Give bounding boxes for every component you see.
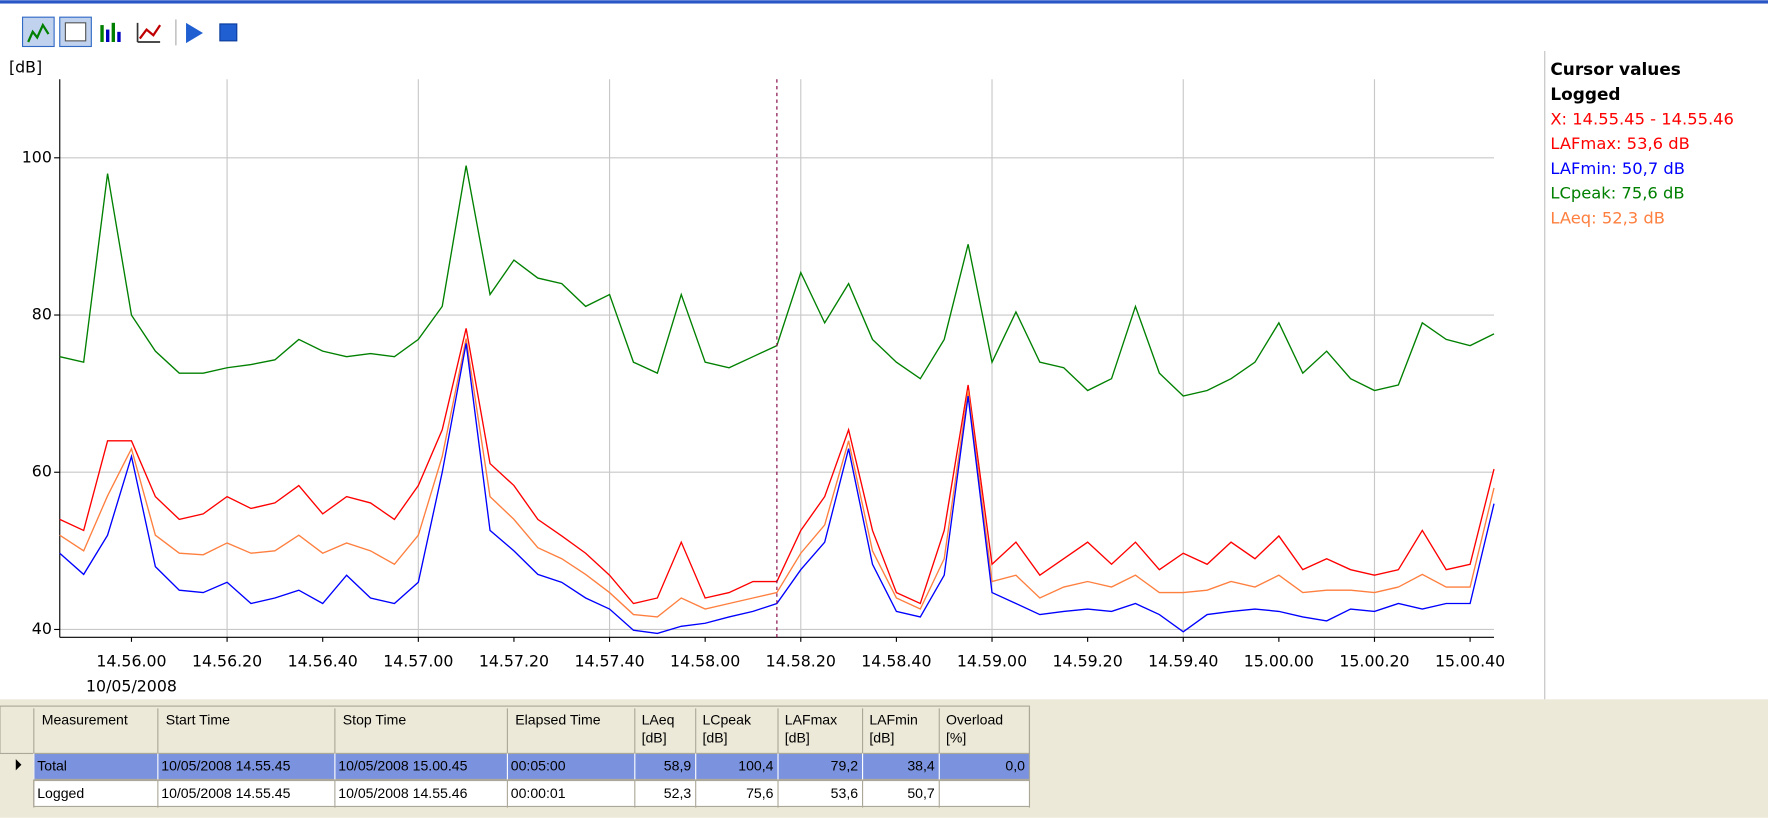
x-tick-label: 14.58.00 [670, 652, 740, 671]
tool-button[interactable] [21, 16, 55, 48]
column-header: Measurement [42, 711, 128, 727]
table-cell: 0,0 [1005, 758, 1025, 774]
column-header: LAFmax [785, 711, 837, 727]
y-tick-label: 40 [32, 619, 52, 638]
table-cell: 10/05/2008 15.00.45 [338, 758, 467, 774]
table-cell: 00:05:00 [511, 758, 566, 774]
column-unit: [dB] [642, 730, 667, 746]
data-table: Measurement Start Time Stop Time Elapsed Ti… [0, 699, 1768, 818]
toolbar [0, 3, 1768, 49]
plot: [dB] 40 60 80 100 14.56.00 14.56.20 14.56.40 14… [9, 57, 1505, 695]
column-header: LAeq [642, 711, 675, 727]
y-axis-label: [dB] [9, 57, 42, 76]
x-tick-label: 14.58.40 [861, 652, 931, 671]
table-cell: Logged [37, 785, 84, 801]
column-header: Stop Time [343, 711, 407, 727]
x-tick-label: 14.59.40 [1148, 652, 1218, 671]
x-tick-label: 14.57.00 [383, 652, 453, 671]
x-tick-label: 14.56.20 [192, 652, 262, 671]
table-cell: 53,6 [831, 785, 859, 801]
table-cell: 58,9 [664, 758, 692, 774]
table-cell: 75,6 [746, 785, 774, 801]
y-tick-label: 100 [22, 147, 52, 166]
cursor-value: X: 14.55.45 - 14.55.46 [1550, 109, 1734, 128]
table-cell: 79,2 [831, 758, 859, 774]
window-border [0, 0, 1768, 4]
tool-button[interactable] [136, 22, 162, 43]
column-header: LAFmin [869, 711, 918, 727]
header-row [0, 705, 1031, 755]
x-tick-label: 14.59.20 [1053, 652, 1123, 671]
row-selector [15, 759, 22, 771]
table-cell: 38,4 [907, 758, 935, 774]
icon [27, 22, 50, 43]
table-cell: Total [37, 758, 67, 774]
x-tick-label: 15.00.00 [1244, 652, 1314, 671]
cursor-value: LAFmax: 53,6 dB [1550, 134, 1689, 153]
table-cell: 10/05/2008 14.55.45 [161, 785, 290, 801]
x-tick-label: 14.56.40 [288, 652, 358, 671]
x-tick-label: 14.59.00 [957, 652, 1027, 671]
icon [64, 22, 87, 42]
panel-subtitle: Logged [1550, 84, 1620, 104]
table-cell: 50,7 [907, 785, 935, 801]
column-header: Start Time [166, 711, 230, 727]
table-cell: 00:00:01 [511, 785, 566, 801]
x-tick-label: 15.00.40 [1435, 652, 1505, 671]
y-tick-label: 60 [32, 462, 52, 481]
cursor-value: LAFmin: 50,7 dB [1550, 159, 1685, 178]
column-header: LCpeak [702, 711, 751, 727]
table-row [33, 779, 1031, 808]
panel-title: Cursor values [1550, 59, 1680, 79]
cursor-value: LAeq: 52,3 dB [1550, 209, 1665, 228]
stop-button[interactable] [219, 23, 238, 42]
cursor-value: LCpeak: 75,6 dB [1550, 184, 1684, 203]
column-header: Overload [946, 711, 1003, 727]
x-tick-label: 15.00.20 [1339, 652, 1409, 671]
x-date-label: 10/05/2008 [86, 676, 177, 695]
series-line [59, 338, 1495, 618]
tool-button[interactable] [100, 22, 121, 42]
column-unit: [dB] [785, 730, 810, 746]
y-tick-label: 80 [32, 305, 52, 324]
x-tick-label: 14.56.00 [96, 652, 166, 671]
x-tick-label: 14.57.20 [479, 652, 549, 671]
column-unit: [dB] [702, 730, 727, 746]
column-unit: [%] [946, 730, 966, 746]
column-unit: [dB] [869, 730, 894, 746]
table-cell: 52,3 [664, 785, 692, 801]
toolbar-bg [0, 3, 1768, 49]
table-cell: 10/05/2008 14.55.45 [161, 758, 290, 774]
table-row [33, 752, 1031, 780]
table-cell: 100,4 [738, 758, 773, 774]
cursor-panel: Cursor values Logged X: 14.55.45 - 14.55… [1550, 59, 1734, 227]
x-tick-label: 14.58.20 [766, 652, 836, 671]
play-button[interactable] [186, 22, 203, 44]
x-tick-label: 14.57.40 [574, 652, 644, 671]
column-header: Elapsed Time [515, 711, 600, 727]
table-cell: 10/05/2008 14.55.46 [338, 785, 467, 801]
